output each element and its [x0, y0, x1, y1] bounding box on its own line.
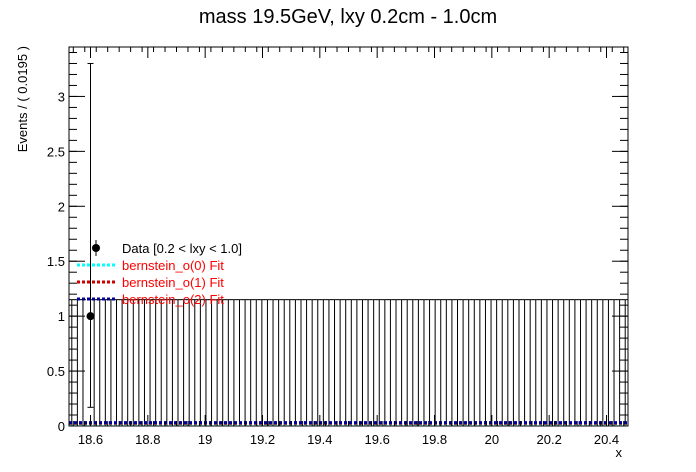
- y-tick-label: 0.5: [47, 364, 65, 379]
- x-tick-label: 19.8: [422, 432, 447, 447]
- y-axis: 0 0.5 1 1.5 2 2.5 3: [47, 51, 628, 434]
- x-tick-label: 19.4: [307, 432, 332, 447]
- x-axis-label: x: [616, 445, 623, 460]
- x-tick-label: 19.6: [365, 432, 390, 447]
- y-tick-label: 1.5: [47, 254, 65, 269]
- y-tick-label: 3: [58, 89, 65, 104]
- data-points: [86, 312, 95, 321]
- y-tick-label: 2.5: [47, 144, 65, 159]
- data-point: [86, 312, 95, 321]
- legend-label: bernstein_o(0) Fit: [122, 258, 224, 273]
- error-bars: [68, 62, 629, 426]
- fit-curves: [69, 421, 628, 426]
- chart-title: mass 19.5GeV, lxy 0.2cm - 1.0cm: [199, 6, 497, 28]
- legend: Data [0.2 < lxy < 1.0] bernstein_o(0) Fit…: [77, 240, 242, 307]
- x-tick-label: 19: [198, 432, 212, 447]
- legend-label: bernstein_o(1) Fit: [122, 275, 224, 290]
- x-tick-label: 19.2: [250, 432, 275, 447]
- x-tick-label: 20.2: [537, 432, 562, 447]
- y-axis-label: Events / ( 0.0195 ): [15, 46, 30, 152]
- x-tick-label: 18.6: [78, 432, 103, 447]
- y-tick-label: 2: [58, 199, 65, 214]
- x-axis: 18.6 18.8 19 19.2 19.4 19.6 19.8 20 20.2 20.4: [72, 47, 625, 447]
- x-tick-label: 20.4: [594, 432, 619, 447]
- legend-label: Data [0.2 < lxy < 1.0]: [122, 241, 242, 256]
- x-tick-label: 20: [485, 432, 499, 447]
- x-tick-label: 18.8: [135, 432, 160, 447]
- y-tick-label: 0: [58, 419, 65, 434]
- legend-label: bernstein_o(2) Fit: [122, 292, 224, 307]
- y-tick-label: 1: [58, 309, 65, 324]
- legend-marker-point: [92, 244, 100, 252]
- plot-frame: [68, 46, 629, 427]
